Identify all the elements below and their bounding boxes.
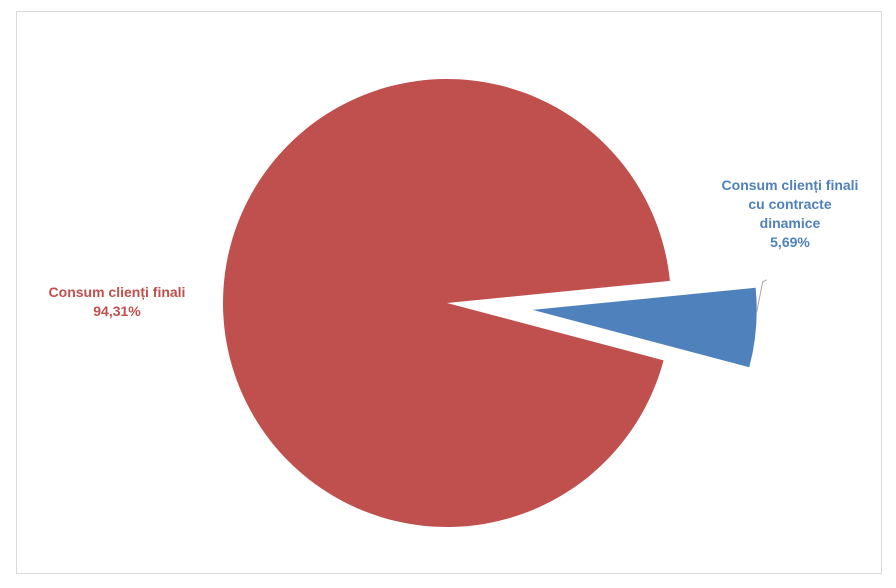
leader-line: [756, 279, 767, 312]
data-label-category: Consum clienți finali: [48, 284, 186, 300]
data-label-category-line-1: Consum clienți finali: [721, 177, 859, 193]
data-label-consum-clienti-finali-contracte-dinamice: Consum clienți finali cu contracte dinam…: [710, 176, 870, 252]
pie-slice-consum-clienti-finali-contracte-dinamice: [532, 287, 757, 368]
pie-slice-consum-clienti-finali: [223, 78, 670, 527]
data-label-category-line-3: dinamice: [759, 215, 821, 231]
data-label-value: 5,69%: [770, 234, 810, 250]
data-label-value: 94,31%: [93, 303, 141, 319]
data-label-consum-clienti-finali: Consum clienți finali 94,31%: [24, 283, 210, 321]
data-label-category-line-2: cu contracte: [748, 196, 832, 212]
